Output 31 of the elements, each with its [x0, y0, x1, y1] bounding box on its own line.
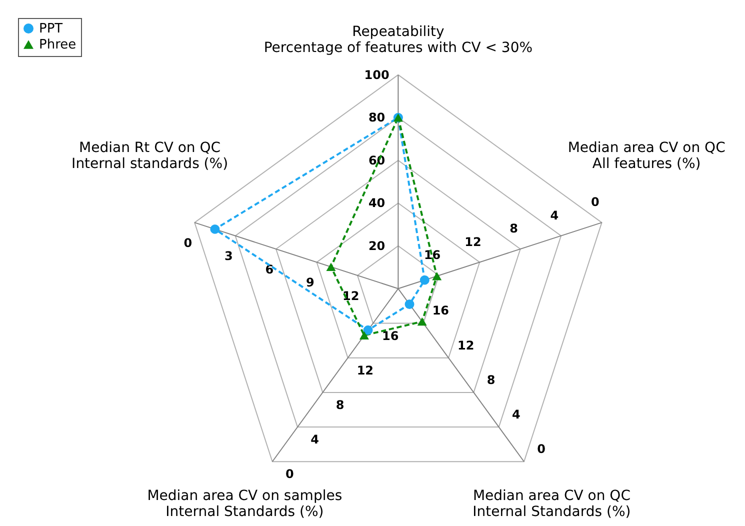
text: 0 [285, 467, 294, 482]
text: 12 [356, 363, 374, 378]
text: 40 [368, 196, 386, 210]
text: 8 [486, 372, 496, 387]
text: 9 [306, 276, 314, 290]
text: 100 [364, 68, 390, 82]
text: 12 [457, 338, 474, 352]
text: 4 [550, 208, 559, 222]
text: 3 [224, 249, 233, 264]
legend-label: PPT [39, 22, 63, 36]
text: 12 [342, 288, 360, 303]
text: 0 [537, 442, 546, 456]
text: 8 [510, 222, 518, 236]
text: 16 [382, 328, 399, 343]
spoke-label: Median area CV on QC All features (%) [568, 140, 726, 172]
text: 6 [265, 262, 274, 276]
text: 0 [590, 195, 600, 210]
spoke-label: Repeatability Percentage of features with CV < 30% [264, 24, 533, 56]
text: 8 [336, 398, 344, 412]
spoke-label: Median area CV on samples Internal Standards (%) [147, 488, 342, 520]
spoke-label: Median Rt CV on QC Internal standards (%) [72, 140, 228, 172]
text: 4 [512, 407, 520, 422]
text: 4 [310, 432, 320, 447]
text: 80 [368, 110, 386, 125]
text: 16 [432, 304, 450, 318]
text: 20 [368, 238, 386, 253]
text: 12 [464, 234, 482, 249]
legend-label: Phree [39, 38, 76, 52]
text: 16 [424, 248, 441, 262]
spoke-label: Median area CV on QC Internal Standards (%) [472, 488, 631, 520]
text: 0 [184, 236, 192, 250]
